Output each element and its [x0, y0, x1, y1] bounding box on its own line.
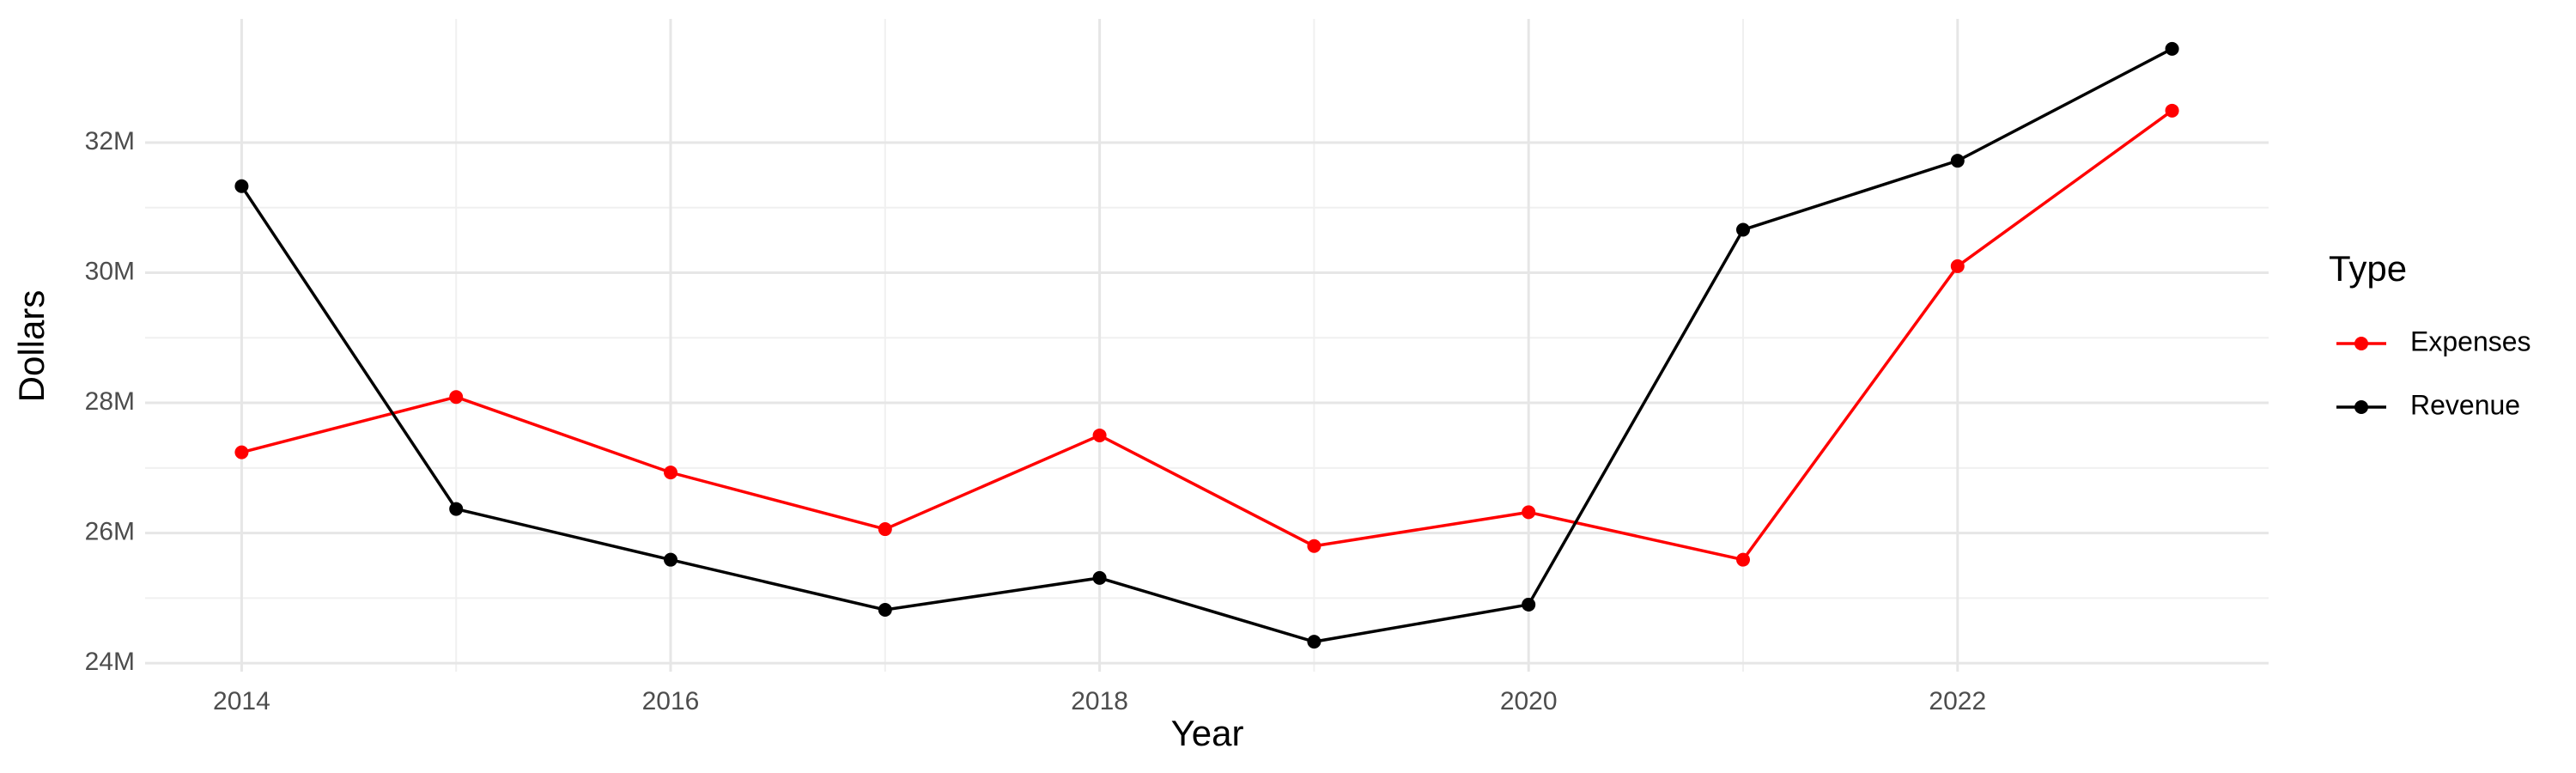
legend-label: Expenses [2410, 326, 2531, 356]
data-point [878, 522, 892, 537]
x-tick-label: 2022 [1929, 687, 1986, 715]
y-tick-label: 30M [85, 257, 135, 285]
legend-label: Revenue [2410, 389, 2520, 420]
y-tick-label: 32M [85, 127, 135, 155]
x-tick-label: 2014 [213, 687, 270, 715]
data-point [449, 502, 464, 516]
data-point [664, 552, 678, 567]
data-point [234, 445, 249, 460]
x-tick-label: 2018 [1071, 687, 1128, 715]
data-point [449, 390, 464, 405]
legend-key-point [2354, 400, 2368, 414]
data-point [1735, 552, 1750, 567]
data-point [234, 179, 249, 193]
legend-key-point [2354, 337, 2368, 350]
data-point [1950, 259, 1965, 273]
data-point [1950, 154, 1965, 168]
y-tick-label: 24M [85, 648, 135, 676]
legend-title: Type [2329, 248, 2407, 289]
y-axis-title: Dollars [11, 290, 52, 403]
data-point [664, 466, 678, 480]
data-point [1092, 570, 1107, 585]
y-tick-label: 28M [85, 387, 135, 416]
data-point [2165, 103, 2179, 118]
data-point [1307, 635, 1321, 649]
data-point [878, 603, 892, 618]
x-axis-title: Year [1171, 713, 1244, 753]
y-tick-label: 26M [85, 518, 135, 546]
data-point [1735, 222, 1750, 237]
data-point [2165, 41, 2179, 56]
data-point [1522, 597, 1536, 612]
data-point [1307, 539, 1321, 553]
data-point [1092, 428, 1107, 442]
data-point [1522, 505, 1536, 520]
series-line [240, 109, 2173, 562]
x-tick-label: 2020 [1500, 687, 1558, 715]
x-tick-label: 2016 [642, 687, 700, 715]
series-line [240, 47, 2173, 643]
